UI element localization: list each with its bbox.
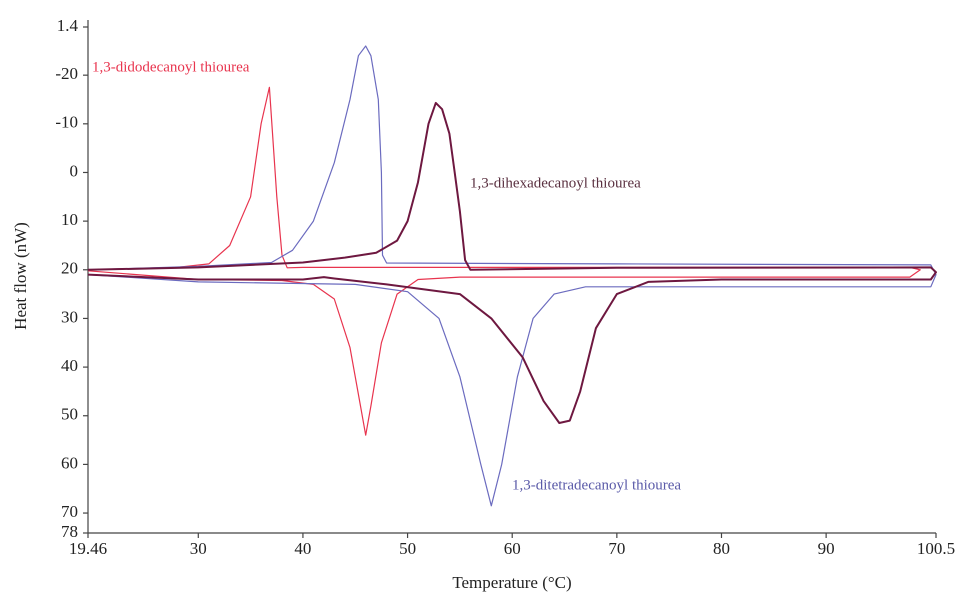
annotation: 1,3-dihexadecanoyl thiourea <box>470 175 641 191</box>
x-tick-label: 50 <box>399 539 416 558</box>
x-tick-label: 19.46 <box>69 539 107 558</box>
annotation: 1,3-didodecanoyl thiourea <box>92 59 250 75</box>
y-tick-label: 20 <box>61 259 78 278</box>
annotation: 1,3-ditetradecanoyl thiourea <box>512 477 681 493</box>
x-tick-label: 90 <box>818 539 835 558</box>
x-tick-label: 80 <box>713 539 730 558</box>
x-tick-label: 60 <box>504 539 521 558</box>
y-tick-label: 60 <box>61 453 78 472</box>
y-tick-label: 50 <box>61 405 78 424</box>
y-axis-label: Heat flow (nW) <box>11 222 30 330</box>
x-tick-label: 30 <box>190 539 207 558</box>
dsc-curve <box>87 101 937 424</box>
y-tick-label: 40 <box>61 356 78 375</box>
x-tick-label: 100.5 <box>917 539 955 558</box>
y-tick-label: 0 <box>70 161 79 180</box>
x-tick-label: 70 <box>608 539 625 558</box>
dsc-curve <box>87 86 921 436</box>
y-tick-label: 30 <box>61 307 78 326</box>
x-tick-label: 40 <box>294 539 311 558</box>
y-tick-label: 1.4 <box>57 16 79 35</box>
y-tick-label: 78 <box>61 522 78 541</box>
y-tick-label: -20 <box>55 64 78 83</box>
dsc-curve <box>87 45 937 507</box>
y-tick-label: 70 <box>61 502 78 521</box>
x-axis-label: Temperature (°C) <box>452 573 571 592</box>
y-tick-label: 10 <box>61 210 78 229</box>
y-tick-label: -10 <box>55 113 78 132</box>
